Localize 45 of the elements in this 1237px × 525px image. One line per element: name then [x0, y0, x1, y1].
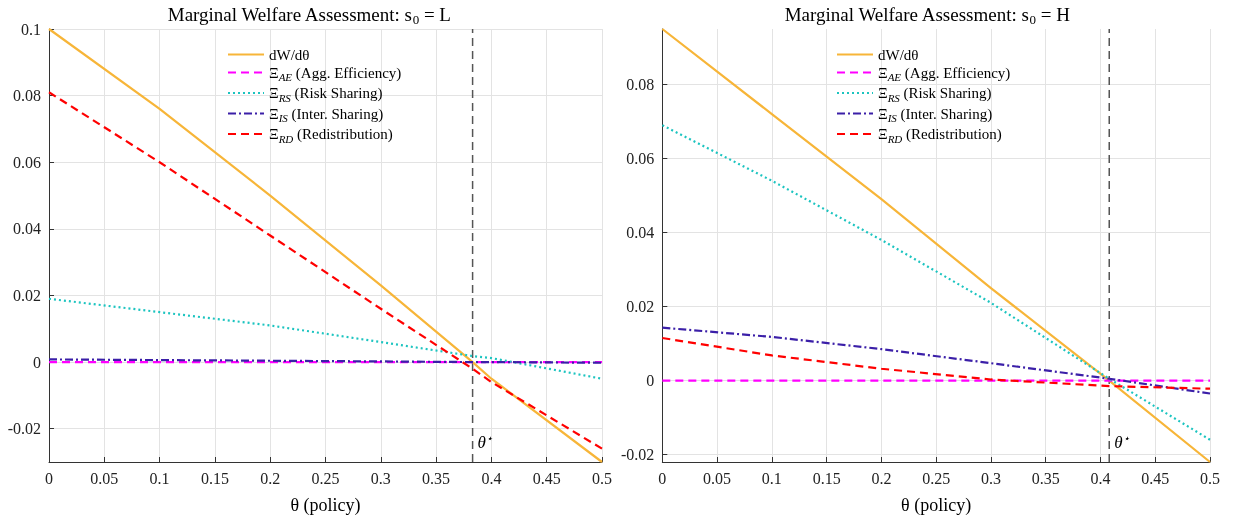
y-tick-label: 0.02 — [13, 286, 41, 304]
x-tick-label: 0.5 — [592, 469, 612, 487]
ref-line-label: θ⋆ — [477, 432, 493, 452]
y-tick-label: 0.06 — [13, 153, 41, 171]
legend-label: dW/dθ — [269, 46, 310, 63]
y-tick-label: 0.1 — [21, 20, 41, 38]
y-tick-label: -0.02 — [621, 446, 655, 464]
x-tick-label: 0.15 — [812, 469, 841, 487]
line-series — [47, 27, 604, 464]
x-tick-label: 0 — [658, 469, 667, 487]
y-tick-label: 0 — [646, 372, 655, 390]
x-tick-label: 0.5 — [1200, 469, 1220, 487]
x-tick-label: 0.4 — [1090, 469, 1111, 487]
y-tick-label: 0.06 — [626, 150, 655, 168]
x-tick-label: 0.35 — [422, 469, 451, 487]
x-tick-label: 0.45 — [532, 469, 561, 487]
x-tick-label: 0 — [45, 469, 53, 487]
x-tick-label: 0.15 — [200, 469, 229, 487]
x-tick-label: 0.45 — [1141, 469, 1170, 487]
line-series — [661, 27, 1212, 464]
y-tick-label: 0.08 — [13, 87, 41, 105]
x-tick-label: 0.4 — [481, 469, 502, 487]
y-tick-label: -0.02 — [7, 420, 41, 438]
x-tick-label: 0.25 — [922, 469, 951, 487]
x-tick-label: 0.05 — [90, 469, 119, 487]
y-tick-label: 0.02 — [626, 298, 655, 316]
x-axis-title: θ (policy) — [290, 495, 361, 516]
ref-line-label: θ⋆ — [1114, 432, 1130, 452]
x-tick-label: 0.3 — [370, 469, 391, 487]
x-tick-label: 0.1 — [149, 469, 170, 487]
x-tick-label: 0.25 — [311, 469, 340, 487]
y-tick-label: 0.04 — [626, 224, 655, 242]
x-tick-label: 0.2 — [871, 469, 892, 487]
x-tick-label: 0.2 — [260, 469, 281, 487]
y-tick-label: 0.04 — [13, 220, 41, 238]
x-tick-label: 0.05 — [703, 469, 732, 487]
x-tick-label: 0.3 — [980, 469, 1001, 487]
x-axis-title: θ (policy) — [901, 495, 972, 516]
y-tick-label: 0.08 — [626, 76, 655, 94]
line-series — [661, 326, 1212, 395]
y-tick-label: 0 — [33, 353, 41, 371]
line-series — [661, 336, 1212, 390]
x-tick-label: 0.35 — [1031, 469, 1060, 487]
x-tick-label: 0.1 — [761, 469, 782, 487]
legend-label: dW/dθ — [878, 46, 919, 63]
